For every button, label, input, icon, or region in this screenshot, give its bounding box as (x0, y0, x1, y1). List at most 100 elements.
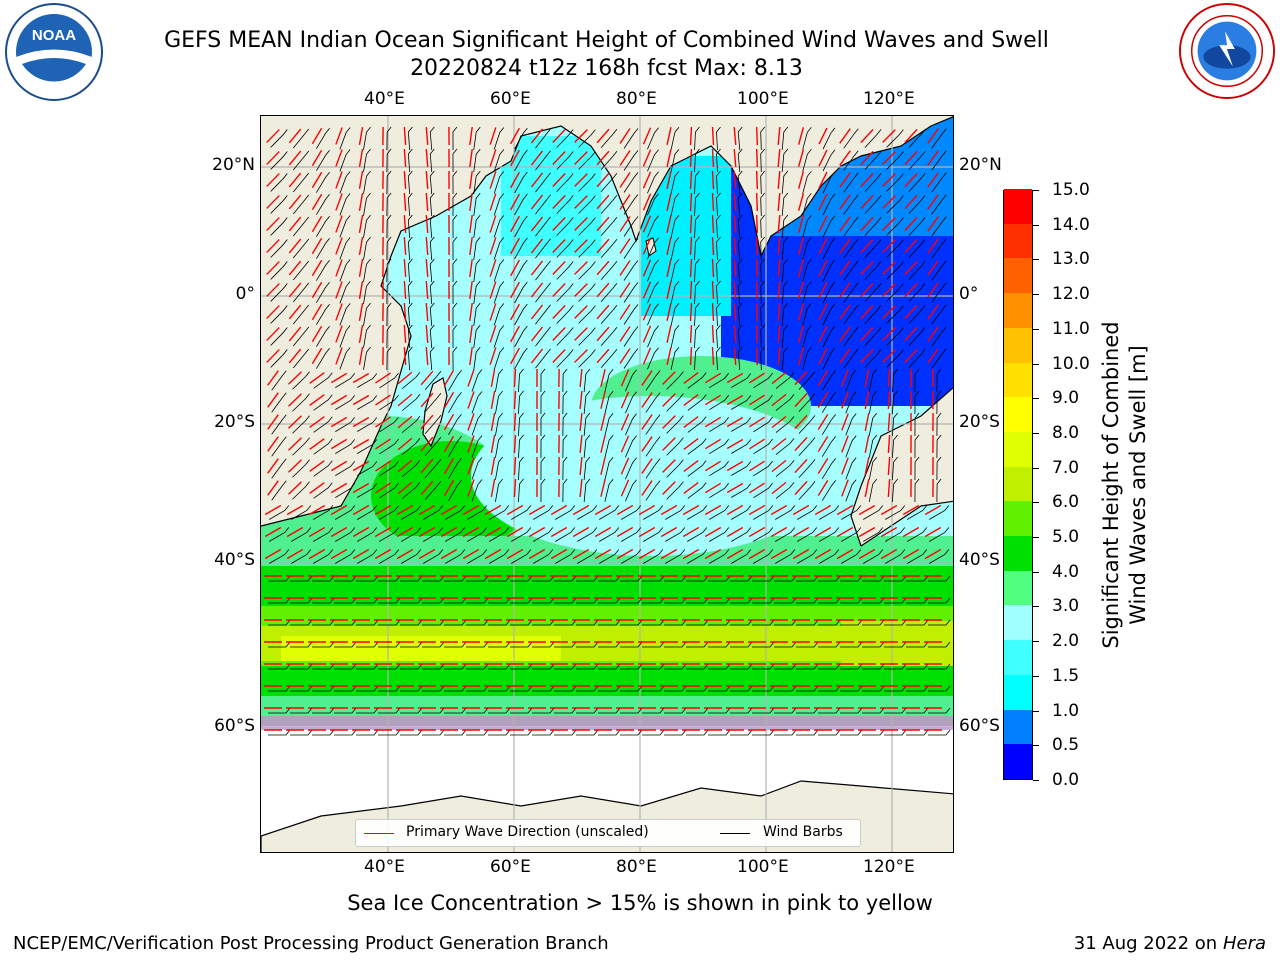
wind-barb (386, 280, 392, 305)
wind-barb (604, 412, 614, 436)
wind-barb (401, 415, 421, 434)
wind-barb (862, 641, 885, 648)
wind-barb (862, 575, 885, 582)
wave-direction-arrow (818, 325, 828, 343)
wave-direction-arrow (689, 170, 693, 190)
wave-direction-arrow (288, 216, 302, 232)
wave-direction-arrow (689, 280, 693, 300)
wind-barb (448, 457, 462, 479)
wind-barb (709, 439, 729, 455)
wave-direction-arrow (777, 214, 781, 234)
wave-direction-arrow (619, 282, 631, 298)
wind-barb (313, 505, 334, 520)
wave-direction-arrow (882, 349, 896, 363)
wind-barb (670, 170, 680, 194)
wind-barb (936, 478, 942, 503)
wind-barb (931, 282, 947, 303)
wind-barb (886, 151, 904, 170)
wind-barb (313, 527, 334, 542)
wind-barb (604, 368, 614, 392)
wave-direction-arrow (924, 526, 942, 538)
wave-direction-arrow (530, 172, 544, 188)
wave-direction-arrow (467, 435, 475, 453)
wind-barb (821, 392, 837, 413)
wave-direction-arrow (882, 283, 896, 297)
wind-barb (363, 148, 371, 172)
wave-direction-arrow (397, 393, 413, 407)
wind-barb (335, 417, 356, 432)
wind-barb (386, 170, 392, 195)
wind-barb (269, 527, 290, 542)
wind-barb (760, 126, 765, 151)
wave-direction-arrow (420, 436, 434, 452)
wind-barb (621, 527, 642, 542)
wind-barb (356, 619, 379, 626)
wave-direction-arrow (794, 480, 808, 496)
wind-barb (556, 239, 574, 258)
wind-barb (752, 729, 775, 736)
wave-direction-arrow (619, 304, 631, 320)
wave-direction-arrow (574, 151, 588, 165)
wind-barb (716, 280, 721, 305)
wave-direction-arrow (619, 172, 631, 188)
wave-direction-arrow (267, 458, 279, 474)
wind-barb (822, 347, 836, 370)
wave-direction-arrow (887, 478, 891, 498)
wave-direction-arrow (771, 415, 787, 429)
wind-barb (862, 597, 885, 604)
wind-barb (339, 193, 351, 216)
wind-barb (356, 575, 379, 582)
wave-direction-arrow (572, 526, 590, 538)
wave-direction-arrow (311, 347, 323, 365)
wave-direction-arrow (749, 394, 765, 406)
wind-barb (555, 527, 576, 542)
wave-direction-arrow (733, 236, 737, 256)
wind-barb (822, 303, 836, 326)
wave-direction-arrow (864, 391, 870, 409)
wind-barb (598, 663, 621, 670)
wave-direction-arrow (309, 394, 325, 406)
wind-barb (270, 283, 288, 302)
wind-barb (642, 707, 665, 714)
wind-barb (760, 346, 765, 371)
wave-direction-arrow (711, 258, 715, 278)
wind-barb (642, 729, 665, 736)
wave-direction-arrow (530, 282, 544, 298)
wave-direction-arrow (620, 391, 630, 409)
wave-direction-arrow (308, 526, 326, 538)
wind-barb (535, 304, 551, 325)
wind-barb (694, 126, 700, 151)
wave-direction-arrow (425, 302, 429, 322)
wind-barb (647, 127, 659, 150)
wind-barb (620, 641, 643, 648)
wind-barb (843, 238, 859, 259)
wave-direction-arrow (642, 149, 652, 167)
wind-barb (928, 575, 951, 582)
wave-direction-arrow (882, 217, 896, 231)
wind-barb (379, 394, 399, 411)
wind-barb (562, 368, 568, 393)
wave-direction-arrow (513, 412, 517, 432)
wave-direction-arrow (619, 238, 631, 254)
wind-barb (625, 413, 637, 436)
wind-barb (802, 215, 812, 238)
wind-barb (730, 641, 753, 648)
wave-direction-arrow (288, 348, 302, 364)
wave-direction-arrow (267, 414, 279, 430)
wave-direction-arrow (777, 346, 781, 366)
wave-direction-arrow (880, 504, 898, 516)
lat-label-right: 0° (959, 284, 979, 304)
wind-barb (886, 349, 904, 368)
wind-barb (774, 707, 797, 714)
wind-barb (737, 324, 743, 349)
wave-direction-arrow (924, 548, 942, 560)
wave-direction-arrow (335, 281, 343, 299)
wave-direction-arrow (817, 435, 829, 453)
wind-barb (687, 505, 708, 520)
wind-barb (709, 505, 730, 520)
wave-direction-arrow (489, 171, 497, 189)
wave-direction-arrow (858, 526, 876, 538)
wave-direction-arrow (330, 482, 348, 494)
wind-barb (576, 685, 599, 692)
wave-direction-arrow (489, 325, 497, 343)
